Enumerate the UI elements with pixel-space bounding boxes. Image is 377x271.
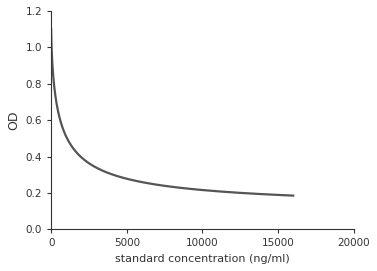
X-axis label: standard concentration (ng/ml): standard concentration (ng/ml) bbox=[115, 254, 290, 264]
Y-axis label: OD: OD bbox=[7, 111, 20, 130]
